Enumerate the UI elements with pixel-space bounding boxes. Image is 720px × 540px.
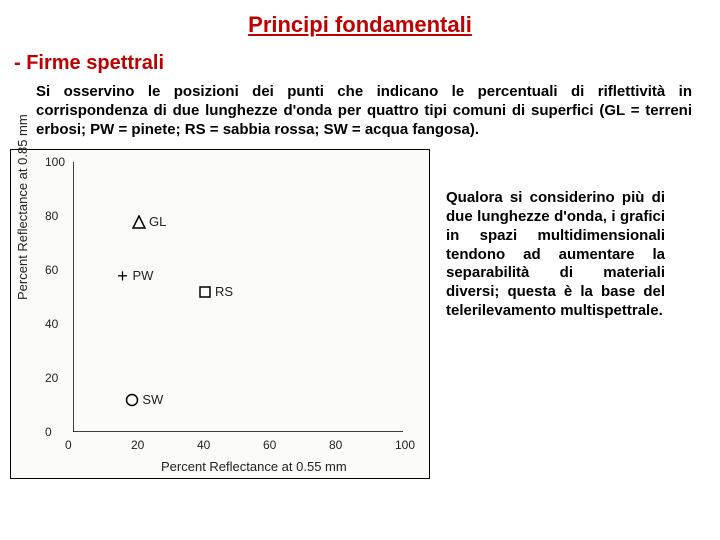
chart-plot-area (73, 162, 403, 432)
y-tick-label: 80 (45, 209, 58, 223)
content-row: Percent Reflectance at 0.85 mm Percent R… (0, 139, 720, 479)
x-axis-label: Percent Reflectance at 0.55 mm (161, 459, 347, 474)
y-tick-label: 0 (45, 425, 52, 439)
reflectance-chart: Percent Reflectance at 0.85 mm Percent R… (10, 149, 430, 479)
chart-marker-label-pw: PW (133, 268, 154, 283)
side-paragraph: Qualora si considerino più di due lunghe… (430, 149, 685, 479)
y-axis-label: Percent Reflectance at 0.85 mm (15, 115, 30, 301)
chart-marker-label-sw: SW (142, 392, 163, 407)
page-title: Principi fondamentali (0, 0, 720, 38)
x-tick-label: 100 (395, 438, 415, 452)
y-tick-label: 20 (45, 371, 58, 385)
x-tick-label: 40 (197, 438, 210, 452)
x-tick-label: 60 (263, 438, 276, 452)
chart-marker-label-gl: GL (149, 214, 166, 229)
y-tick-label: 100 (45, 155, 65, 169)
x-tick-label: 0 (65, 438, 72, 452)
y-tick-label: 60 (45, 263, 58, 277)
intro-paragraph: Si osservino le posizioni dei punti che … (0, 75, 720, 139)
chart-marker-gl (132, 215, 146, 229)
section-subtitle: - Firme spettrali (0, 38, 720, 75)
chart-marker-label-rs: RS (215, 284, 233, 299)
y-tick-label: 40 (45, 317, 58, 331)
chart-marker-pw: + (116, 269, 130, 283)
chart-marker-rs (198, 285, 212, 299)
x-tick-label: 20 (131, 438, 144, 452)
chart-marker-sw (125, 393, 139, 407)
x-tick-label: 80 (329, 438, 342, 452)
